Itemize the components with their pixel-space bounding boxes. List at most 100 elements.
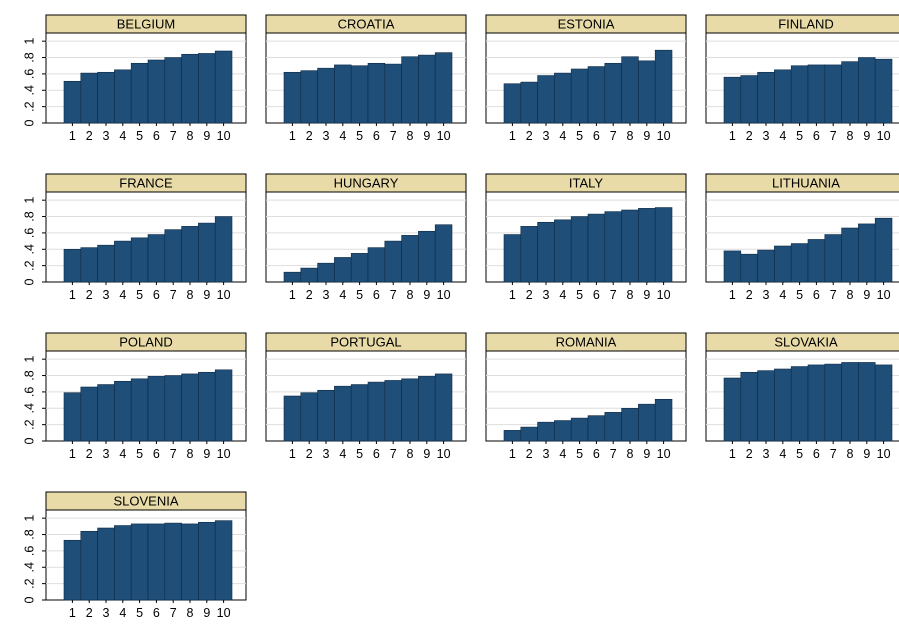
bar xyxy=(97,244,115,283)
bar xyxy=(367,62,386,124)
x-tick-label: 8 xyxy=(187,447,194,461)
x-tick-label: 3 xyxy=(763,447,770,461)
x-tick-label: 3 xyxy=(103,447,110,461)
x-tick-label: 9 xyxy=(423,447,430,461)
bar xyxy=(418,376,436,442)
bar xyxy=(807,64,826,124)
y-tick-label: .4 xyxy=(22,85,36,95)
x-tick-label: 1 xyxy=(729,288,736,302)
bar xyxy=(130,237,149,283)
bar xyxy=(147,59,166,124)
y-tick-label: 1 xyxy=(22,197,36,204)
bar xyxy=(164,375,182,442)
panel-title: POLAND xyxy=(119,335,172,350)
y-tick-label: .2 xyxy=(22,101,36,111)
bar xyxy=(367,381,386,442)
x-tick-label: 2 xyxy=(306,288,313,302)
x-tick-label: 1 xyxy=(729,447,736,461)
x-tick-label: 8 xyxy=(847,447,854,461)
y-tick-label: .4 xyxy=(22,244,36,254)
bar xyxy=(80,72,98,124)
x-tick-label: 10 xyxy=(657,447,671,461)
x-tick-label: 5 xyxy=(356,288,363,302)
x-tick-label: 3 xyxy=(103,129,110,143)
panel-title: ITALY xyxy=(569,176,604,191)
bar xyxy=(638,403,656,442)
x-tick-label: 7 xyxy=(610,288,617,302)
bar xyxy=(587,213,606,283)
bar xyxy=(570,216,589,283)
x-tick-label: 6 xyxy=(373,447,380,461)
bar xyxy=(334,64,352,124)
x-tick-label: 5 xyxy=(136,447,143,461)
bar xyxy=(317,262,335,283)
x-tick-label: 7 xyxy=(170,606,177,620)
x-tick-label: 3 xyxy=(323,288,330,302)
y-tick-label: 1 xyxy=(22,38,36,45)
panel-title: FINLAND xyxy=(778,17,834,32)
y-tick-label: .2 xyxy=(22,260,36,270)
bar xyxy=(97,71,115,124)
x-tick-label: 7 xyxy=(830,447,837,461)
x-tick-label: 7 xyxy=(170,129,177,143)
x-tick-label: 8 xyxy=(407,447,414,461)
x-tick-label: 3 xyxy=(323,129,330,143)
bar xyxy=(97,527,115,601)
x-tick-label: 2 xyxy=(746,447,753,461)
panel-title: HUNGARY xyxy=(334,176,399,191)
bar xyxy=(841,227,859,283)
bar xyxy=(858,362,876,442)
x-tick-label: 9 xyxy=(863,288,870,302)
x-tick-label: 5 xyxy=(796,288,803,302)
x-tick-label: 9 xyxy=(863,447,870,461)
x-tick-label: 5 xyxy=(576,129,583,143)
y-tick-label: .8 xyxy=(22,370,36,380)
bar xyxy=(604,412,622,442)
bar xyxy=(654,207,673,283)
x-tick-label: 10 xyxy=(437,129,451,143)
bar xyxy=(621,209,639,283)
y-tick-label: 0 xyxy=(22,437,36,444)
bar xyxy=(587,66,606,124)
x-tick-label: 2 xyxy=(526,288,533,302)
x-tick-label: 2 xyxy=(526,447,533,461)
bar xyxy=(80,530,98,601)
x-tick-label: 5 xyxy=(796,129,803,143)
bar xyxy=(537,75,555,124)
bar xyxy=(181,373,199,442)
bar xyxy=(774,245,792,283)
x-tick-label: 2 xyxy=(306,129,313,143)
bar xyxy=(520,426,538,442)
panel-croatia: CROATIA 1 2 3 4 5 6 7 8 9 10 xyxy=(265,14,467,143)
x-tick-label: 6 xyxy=(593,447,600,461)
x-tick-label: 8 xyxy=(627,447,634,461)
x-tick-label: 10 xyxy=(437,447,451,461)
x-tick-label: 1 xyxy=(69,288,76,302)
x-tick-label: 9 xyxy=(863,129,870,143)
y-tick-label: .6 xyxy=(22,228,36,238)
bar xyxy=(334,257,352,283)
bar xyxy=(841,362,859,442)
bar xyxy=(503,83,522,124)
y-tick-label: .6 xyxy=(22,387,36,397)
x-tick-label: 3 xyxy=(323,447,330,461)
y-tick-label: .8 xyxy=(22,529,36,539)
x-tick-label: 4 xyxy=(559,288,566,302)
panel-estonia: ESTONIA 1 2 3 4 5 6 7 8 9 10 xyxy=(485,14,687,143)
bar xyxy=(790,65,809,124)
x-tick-label: 5 xyxy=(576,447,583,461)
x-tick-label: 7 xyxy=(830,129,837,143)
panel-title: PORTUGAL xyxy=(330,335,401,350)
bar xyxy=(520,226,538,283)
bar xyxy=(807,364,826,442)
bar xyxy=(384,63,402,124)
bar xyxy=(587,415,606,442)
x-tick-label: 1 xyxy=(289,447,296,461)
y-tick-label: 0 xyxy=(22,596,36,603)
x-tick-label: 4 xyxy=(339,288,346,302)
bar xyxy=(198,521,216,601)
bar xyxy=(570,68,589,124)
y-tick-label: 0 xyxy=(22,278,36,285)
bar xyxy=(130,62,149,124)
